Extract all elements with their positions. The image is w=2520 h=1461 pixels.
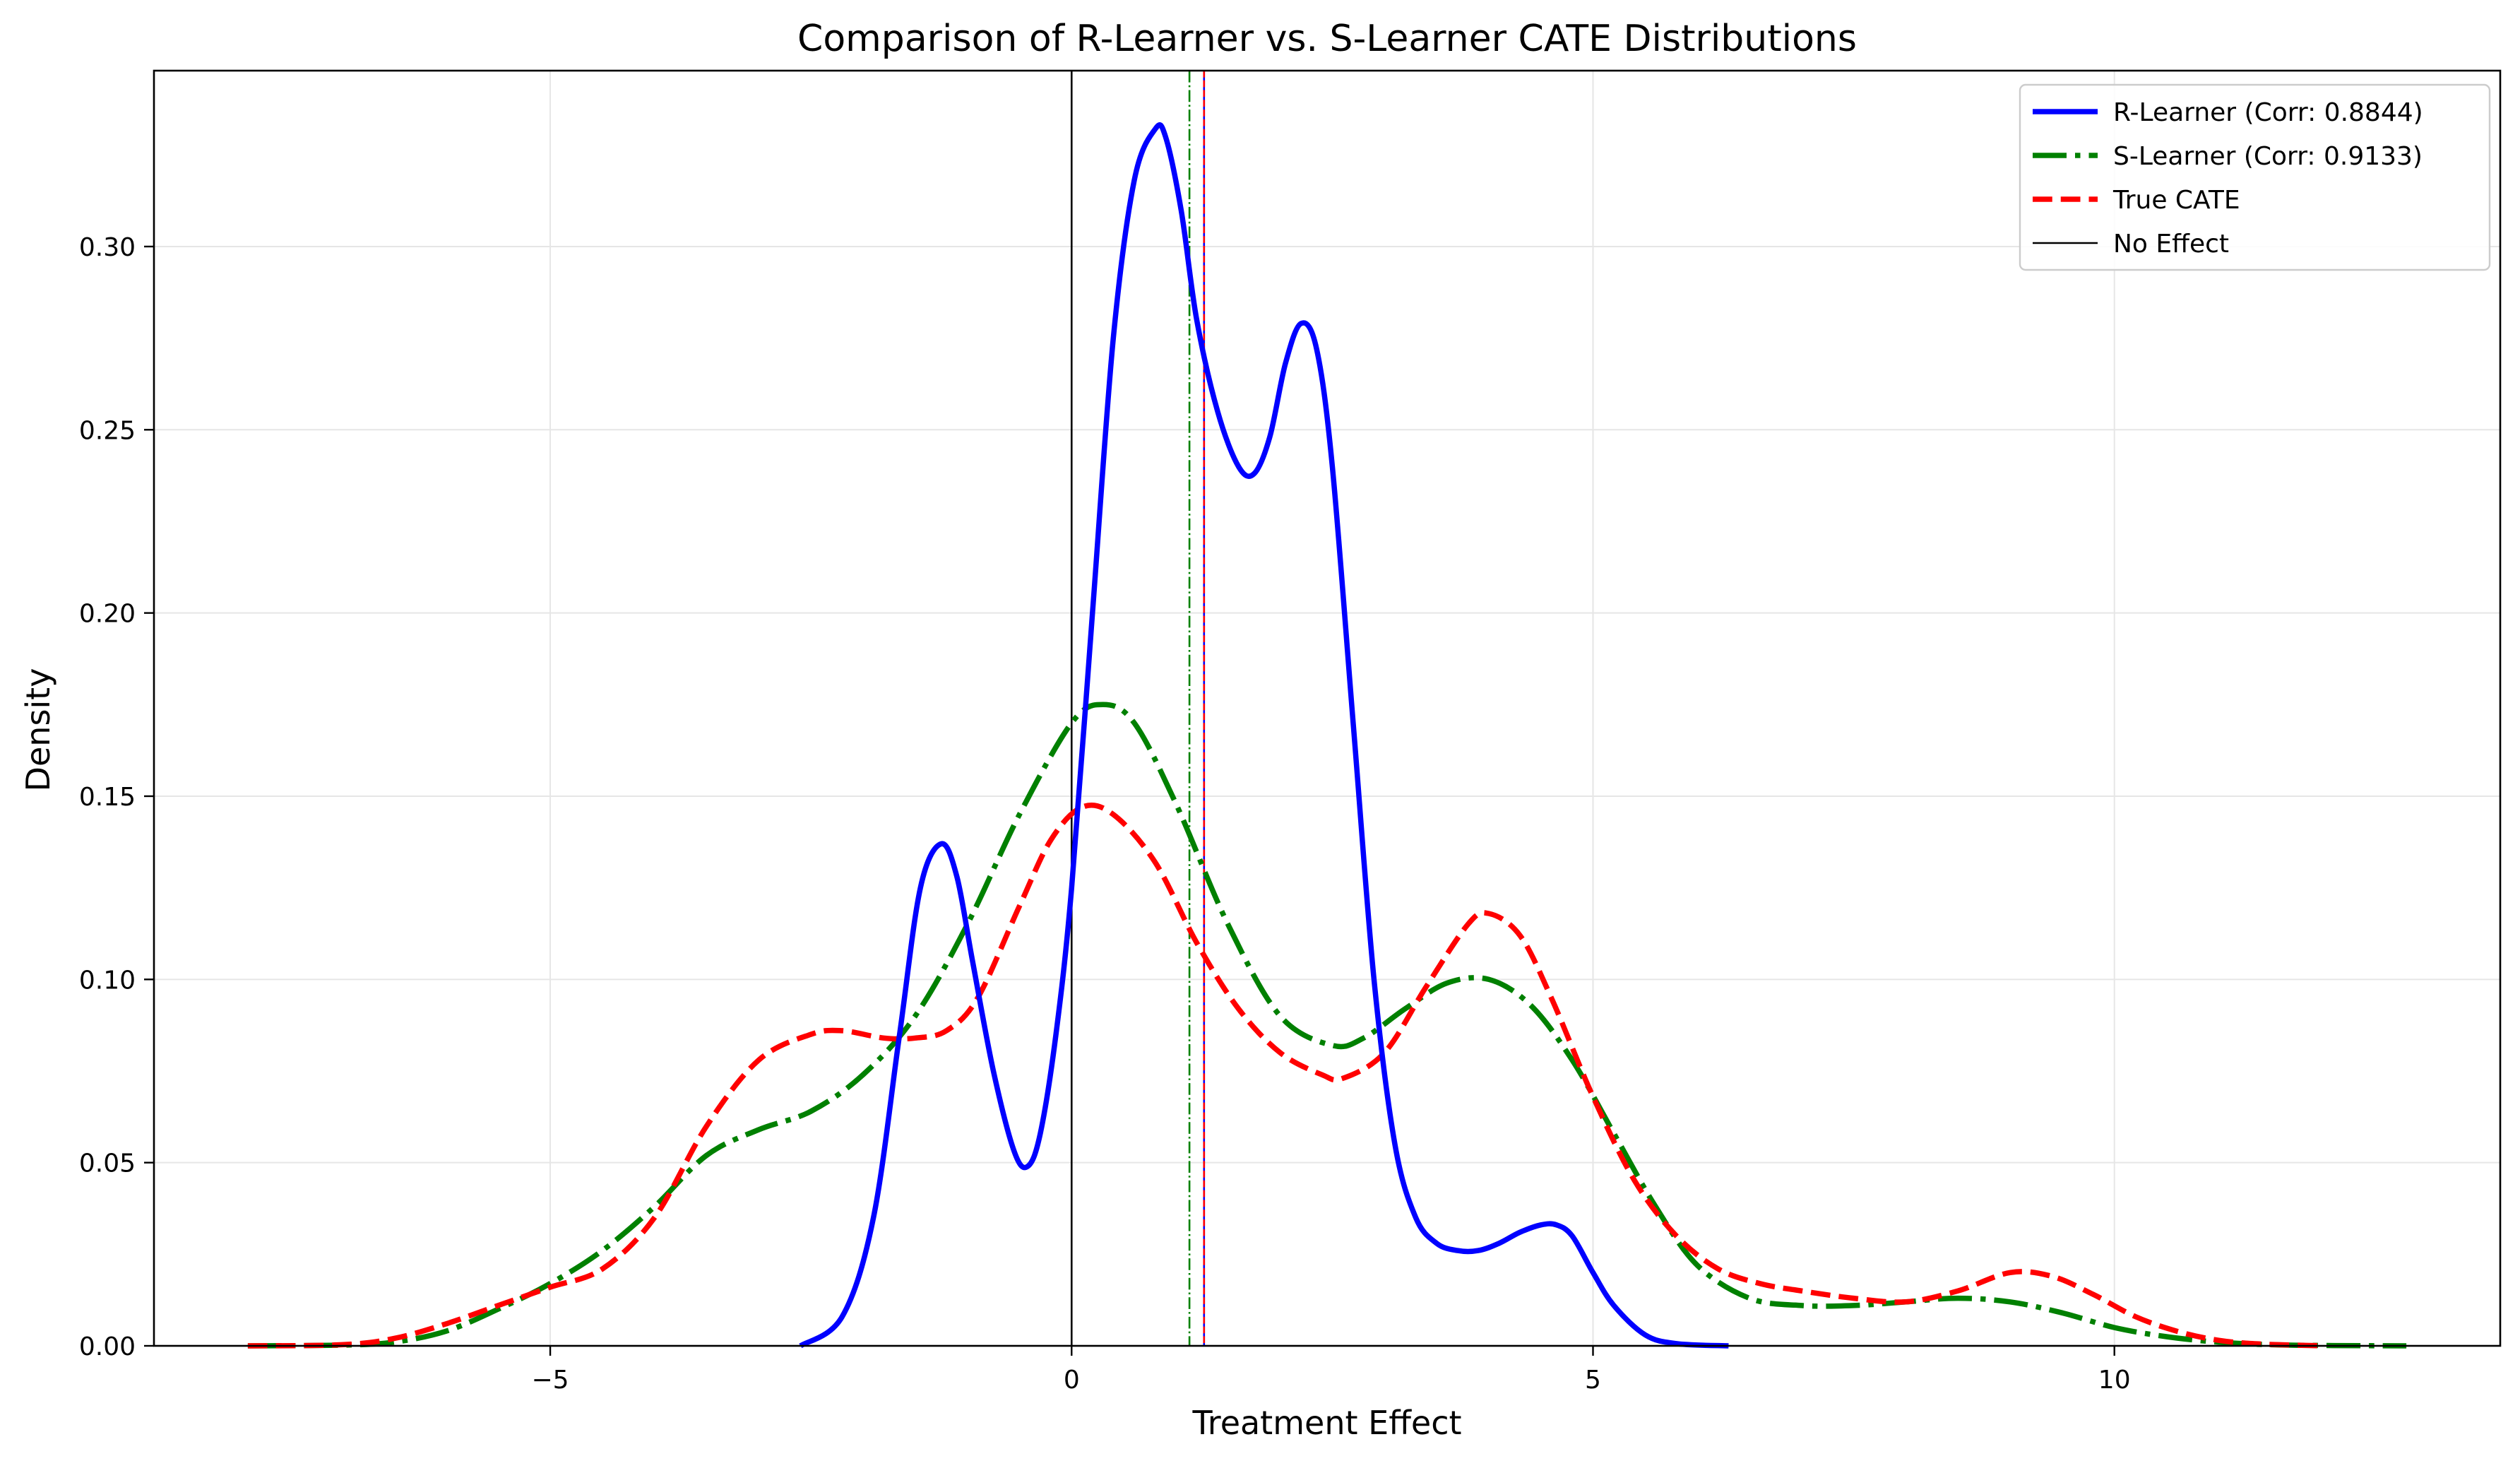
- y-tick-label: 0.05: [79, 1149, 136, 1178]
- y-tick-label: 0.20: [79, 600, 136, 629]
- legend-label: True CATE: [2112, 186, 2240, 215]
- series-line-2: [247, 802, 2324, 1349]
- y-tick-label: 0.10: [79, 966, 136, 995]
- y-tick-label: 0.15: [79, 783, 136, 812]
- legend-label: No Effect: [2113, 230, 2229, 259]
- x-tick-label: 0: [1064, 1366, 1080, 1395]
- x-tick-label: 10: [2098, 1366, 2131, 1395]
- y-axis-label: Density: [19, 668, 57, 792]
- legend-label: S-Learner (Corr: 0.9133): [2113, 142, 2423, 171]
- y-tick-label: 0.00: [79, 1332, 136, 1361]
- plot-frame: [153, 69, 2502, 1347]
- x-tick-label: −5: [532, 1366, 569, 1395]
- axis-ticks: −5 0 5 10 0.00 0.05 0.10 0.15 0.20 0.25 0.30: [79, 233, 2131, 1395]
- reference-lines: [1070, 71, 1206, 1346]
- legend: R-Learner (Corr: 0.8844) S-Learner (Corr:…: [2019, 83, 2491, 271]
- legend-box: [2019, 83, 2491, 271]
- y-tick-label: 0.25: [79, 416, 136, 445]
- legend-label: R-Learner (Corr: 0.8844): [2113, 98, 2423, 127]
- chart-title: Comparison of R-Learner vs. S-Learner CA…: [797, 18, 1857, 60]
- series-lines: [247, 122, 2407, 1349]
- x-tick-label: 5: [1585, 1366, 1601, 1395]
- y-tick-label: 0.30: [79, 233, 136, 262]
- series-line-0: [799, 122, 1729, 1349]
- x-axis-label: Treatment Effect: [1191, 1404, 1461, 1442]
